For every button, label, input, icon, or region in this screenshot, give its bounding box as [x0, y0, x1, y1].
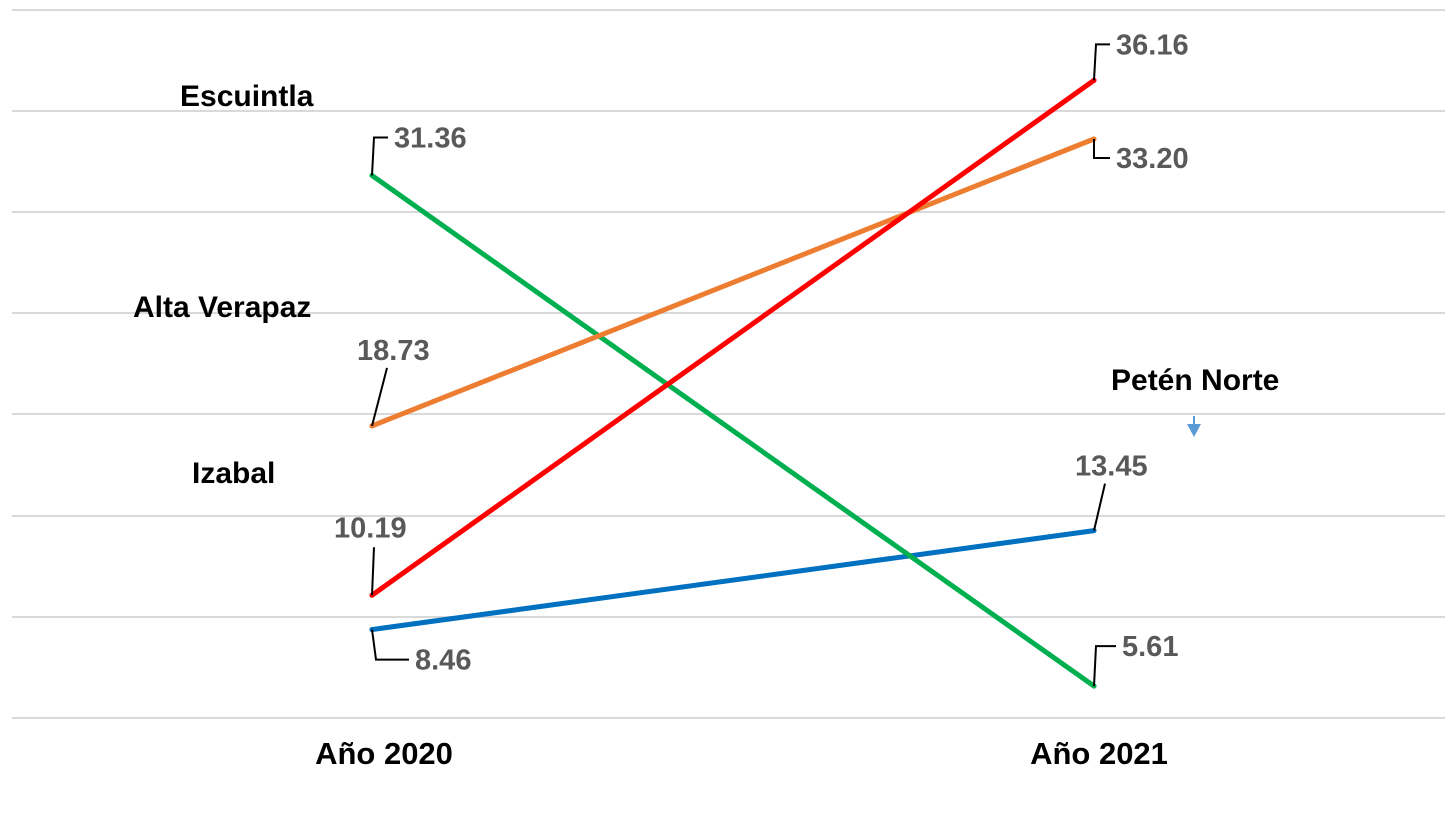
series-line-izabal [369, 172, 1097, 689]
series-label-escuintla: Escuintla [180, 80, 314, 113]
series-label-peten-norte: Petén Norte [1111, 364, 1279, 397]
x-tick-label: Año 2021 [1030, 736, 1168, 771]
data-label: 8.46 [415, 645, 471, 677]
data-labels: 10.19 36.16 18.73 33.20 31.36 5.61 8.46 13.45 [334, 29, 1189, 676]
leader-line [1093, 139, 1110, 160]
series-label-izabal: Izabal [192, 457, 275, 490]
series-line-escuintla [369, 77, 1097, 598]
data-label: 18.73 [357, 335, 430, 367]
marker [1187, 416, 1201, 437]
series-label-alta-verapaz: Alta Verapaz [133, 291, 311, 324]
series-line-alta-verapaz [369, 136, 1097, 429]
leader-line [371, 136, 388, 176]
data-label: 31.36 [394, 122, 467, 154]
data-label: 13.45 [1075, 451, 1148, 483]
x-tick-label: Año 2020 [315, 736, 453, 771]
leader-line [371, 367, 388, 427]
series-line-peten-norte [369, 528, 1097, 633]
leader-line [371, 629, 409, 661]
gridlines [12, 9, 1445, 719]
series-name-labels: Escuintla Alta Verapaz Izabal Petén Nort… [133, 80, 1279, 490]
label-leader-lines [371, 43, 1116, 687]
leader-line [1093, 43, 1110, 81]
down-arrow-icon [1187, 424, 1201, 437]
leader-line [1093, 483, 1106, 531]
x-axis-ticks: Año 2020 Año 2021 [315, 736, 1168, 771]
data-label: 10.19 [334, 512, 407, 544]
data-label: 5.61 [1122, 631, 1178, 663]
data-label: 33.20 [1116, 143, 1189, 175]
leader-line [371, 547, 375, 596]
series-lines [369, 77, 1097, 689]
leader-line [1093, 645, 1116, 687]
data-label: 36.16 [1116, 29, 1189, 61]
